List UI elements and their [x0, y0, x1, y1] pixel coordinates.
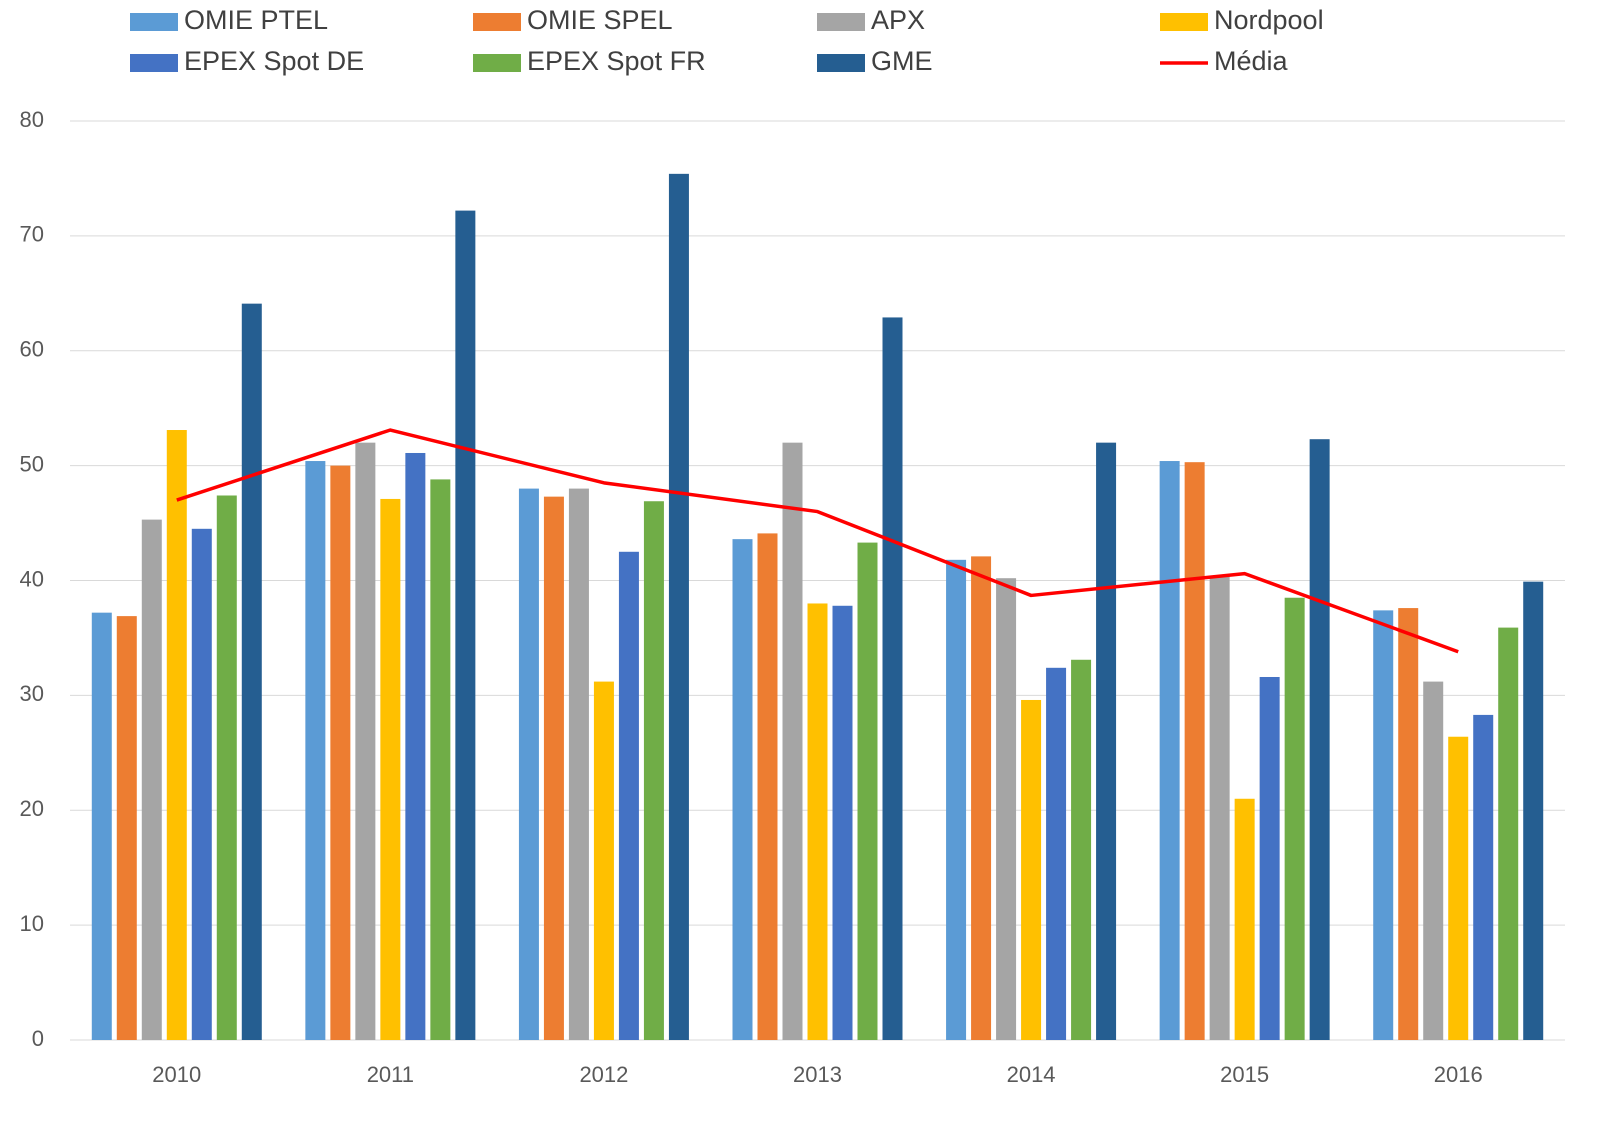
bar — [166, 430, 187, 1040]
y-tick-label: 60 — [20, 337, 44, 362]
bar — [1309, 439, 1330, 1040]
bar — [1498, 627, 1519, 1040]
bar — [1473, 714, 1494, 1040]
bar — [1046, 667, 1067, 1040]
bar — [191, 528, 212, 1040]
bar — [241, 303, 262, 1040]
bar — [355, 442, 376, 1040]
bar — [1234, 798, 1255, 1040]
bar — [91, 612, 112, 1040]
legend-swatch — [473, 54, 521, 72]
bar — [1423, 681, 1444, 1040]
legend-label: GME — [871, 46, 933, 76]
bar — [757, 533, 778, 1040]
bar — [971, 556, 992, 1040]
x-tick-label: 2012 — [579, 1062, 628, 1087]
bar — [1448, 736, 1469, 1040]
x-tick-label: 2014 — [1007, 1062, 1056, 1087]
bar — [380, 498, 401, 1041]
x-tick-label: 2011 — [367, 1062, 414, 1087]
bar — [1096, 442, 1117, 1040]
bar — [1209, 575, 1230, 1040]
bar — [1259, 676, 1280, 1040]
bar — [1284, 597, 1305, 1040]
bar — [1398, 608, 1419, 1040]
bar — [882, 317, 903, 1040]
bar — [430, 479, 451, 1040]
bar — [732, 539, 753, 1040]
bar — [405, 452, 426, 1040]
x-tick-label: 2010 — [152, 1062, 201, 1087]
x-tick-label: 2015 — [1220, 1062, 1269, 1087]
y-tick-label: 70 — [20, 222, 44, 247]
bar — [216, 495, 237, 1040]
bar — [593, 681, 614, 1040]
y-tick-label: 80 — [20, 107, 44, 132]
bar — [1021, 699, 1042, 1040]
bar — [1159, 461, 1180, 1040]
y-tick-label: 40 — [20, 566, 44, 591]
legend-swatch — [473, 13, 521, 31]
bar — [832, 605, 853, 1040]
y-tick-label: 10 — [20, 911, 44, 936]
bar — [305, 461, 326, 1040]
bar — [1184, 462, 1205, 1041]
bar — [568, 488, 589, 1041]
legend-label: APX — [871, 5, 925, 35]
y-tick-label: 30 — [20, 681, 44, 706]
bar — [857, 542, 878, 1040]
bar — [996, 578, 1017, 1040]
legend-label: Média — [1214, 46, 1289, 76]
legend-label: OMIE PTEL — [184, 5, 328, 35]
y-tick-label: 20 — [20, 796, 44, 821]
bar — [116, 616, 137, 1040]
bar — [455, 210, 476, 1041]
y-tick-label: 50 — [20, 451, 44, 476]
x-tick-label: 2013 — [793, 1062, 842, 1087]
legend-swatch — [1160, 13, 1208, 31]
x-tick-label: 2016 — [1434, 1062, 1483, 1087]
bar — [141, 519, 162, 1040]
legend-swatch — [817, 54, 865, 72]
bar — [330, 465, 351, 1040]
bar — [946, 559, 967, 1040]
bar — [618, 551, 639, 1040]
legend-label: OMIE SPEL — [527, 5, 673, 35]
legend-label: EPEX Spot DE — [184, 46, 364, 76]
bar — [643, 501, 664, 1041]
bar — [807, 603, 828, 1040]
bar — [1373, 610, 1394, 1040]
legend-label: EPEX Spot FR — [527, 46, 706, 76]
bar — [543, 496, 564, 1040]
legend-swatch — [817, 13, 865, 31]
bar — [518, 488, 539, 1041]
bar — [1523, 581, 1544, 1040]
legend-swatch — [130, 54, 178, 72]
bar — [782, 442, 803, 1040]
legend-label: Nordpool — [1214, 5, 1324, 35]
bar — [1071, 659, 1092, 1040]
line — [176, 428, 1459, 654]
legend-swatch — [130, 13, 178, 31]
y-tick-label: 0 — [32, 1026, 44, 1051]
bar — [668, 173, 689, 1040]
